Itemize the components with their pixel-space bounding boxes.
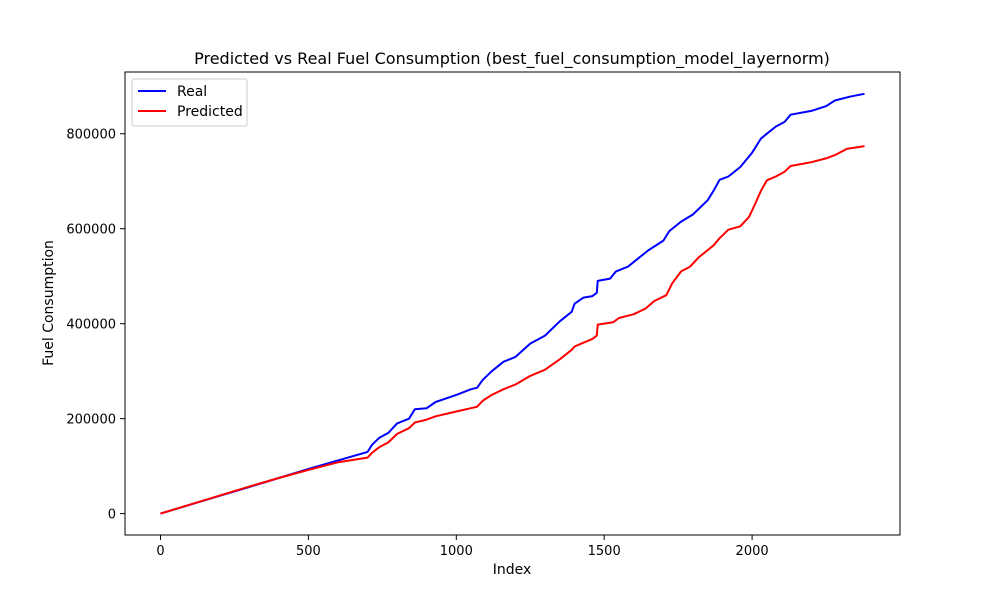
x-tick-label: 500 [296,544,321,559]
series-line-real [160,92,865,515]
series-lines [160,92,865,515]
x-axis: 0 500 1000 1500 2000 [156,535,769,559]
series-line-predicted [160,145,865,515]
plot-frame [124,71,901,536]
y-tick-label: 0 [108,508,116,523]
x-tick-label: 0 [156,544,164,559]
x-tick-label: 2000 [736,544,769,559]
x-tick-label: 1000 [440,544,473,559]
legend: Real Predicted [131,78,248,127]
y-axis-label: Fuel Consumption [41,240,57,366]
y-tick-label: 600000 [66,223,116,238]
y-tick-label: 200000 [66,413,116,428]
legend-label-predicted: Predicted [177,104,243,120]
x-tick-label: 1500 [588,544,621,559]
y-tick-label: 400000 [66,318,116,333]
y-axis: 0 200000 400000 600000 800000 [66,128,125,523]
legend-label-real: Real [177,84,207,100]
x-axis-label: Index [493,562,532,578]
chart-title: Predicted vs Real Fuel Consumption (best… [194,49,830,69]
y-tick-label: 800000 [66,128,116,143]
